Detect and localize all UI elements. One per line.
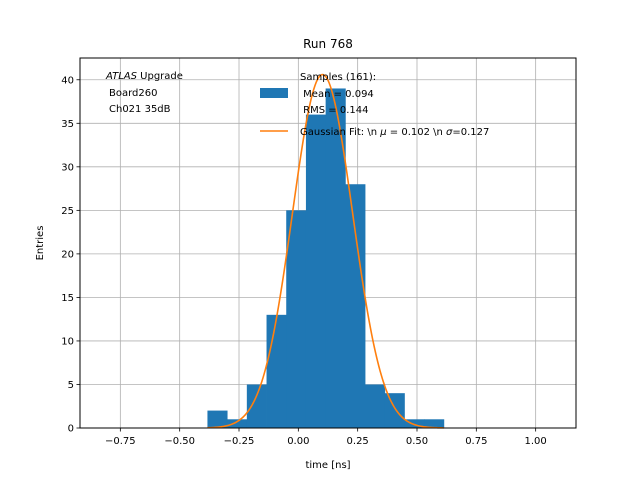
upgrade-word: Upgrade — [137, 71, 183, 82]
histogram-bar — [266, 314, 287, 428]
histogram-bar — [227, 419, 248, 428]
histogram-bar — [345, 184, 366, 428]
channel-label: Ch021 35dB — [109, 104, 171, 115]
legend: Samples (161): Mean = 0.094 RMS = 0.144 … — [260, 72, 489, 138]
histogram-bar — [286, 210, 307, 428]
x-tick-label: −0.75 — [105, 436, 136, 447]
plot-frame — [79, 57, 577, 429]
chart-title: Run 768 — [303, 37, 353, 51]
x-tick-label: 0.25 — [347, 436, 369, 447]
fit-label-mu: μ — [379, 127, 386, 138]
legend-fit-label: Gaussian Fit: \n μ = 0.102 \n σ=0.127 — [300, 127, 489, 138]
fit-label-sigma: σ — [446, 127, 453, 138]
histogram-bar — [207, 410, 228, 428]
x-axis-label: time [ns] — [305, 460, 350, 471]
y-tick-label: 35 — [61, 119, 74, 130]
legend-histogram-swatch — [260, 88, 288, 98]
y-tick-label: 5 — [68, 380, 74, 391]
histogram-bar — [305, 114, 327, 429]
y-tick-label: 0 — [68, 424, 74, 435]
y-axis-ticks: 0 5 10 15 20 25 30 35 40 — [61, 75, 80, 435]
histogram-bar — [246, 384, 267, 428]
x-tick-label: 0.00 — [287, 436, 309, 447]
legend-histogram-line-1: Samples (161): — [300, 72, 376, 83]
histogram-bar — [325, 88, 346, 429]
histogram-bar — [365, 384, 386, 428]
y-tick-label: 10 — [61, 336, 74, 347]
y-tick-label: 30 — [61, 162, 74, 173]
y-tick-label: 40 — [61, 75, 74, 86]
y-axis-label: Entries — [35, 226, 46, 261]
histogram-bar — [384, 393, 405, 428]
histogram-bars — [207, 88, 445, 429]
x-tick-label: −0.50 — [164, 436, 195, 447]
fit-label-part-2: = 0.102 \n — [387, 127, 446, 138]
atlas-annotation: ATLAS Upgrade Board260 Ch021 35dB — [105, 71, 183, 115]
atlas-label: ATLAS Upgrade — [105, 71, 183, 82]
legend-histogram-line-3: RMS = 0.144 — [300, 105, 368, 116]
y-tick-label: 25 — [61, 206, 74, 217]
y-tick-label: 20 — [61, 249, 74, 260]
gaussian-fit-curve — [207, 73, 444, 429]
x-tick-label: −0.25 — [224, 436, 255, 447]
board-label: Board260 — [109, 88, 157, 99]
histogram-bar — [404, 419, 425, 428]
gaussian-fit-line — [207, 73, 444, 429]
x-axis-ticks: −0.75 −0.50 −0.25 0.00 0.25 0.50 0.75 1.00 — [105, 428, 547, 447]
legend-histogram-line-2: Mean = 0.094 — [300, 89, 374, 100]
histogram-bar — [424, 419, 445, 428]
atlas-word: ATLAS — [105, 71, 138, 82]
x-tick-label: 0.75 — [465, 436, 487, 447]
fit-label-part-3: =0.127 — [452, 127, 489, 138]
x-tick-label: 0.50 — [406, 436, 428, 447]
x-tick-label: 1.00 — [525, 436, 547, 447]
fit-label-part-1: Gaussian Fit: \n — [300, 127, 380, 138]
y-tick-label: 15 — [61, 293, 74, 304]
